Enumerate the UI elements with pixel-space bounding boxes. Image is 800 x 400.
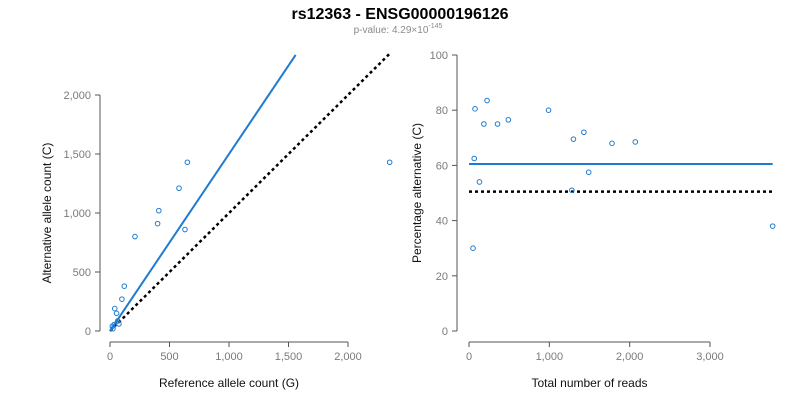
- data-point: [609, 140, 615, 147]
- data-points: [470, 97, 776, 251]
- data-point: [386, 159, 393, 166]
- data-point: [481, 121, 487, 127]
- y-tick-label: 1,000: [63, 208, 91, 220]
- x-tick-label: 0: [466, 351, 472, 363]
- data-point: [570, 136, 577, 142]
- data-point: [545, 107, 552, 113]
- x-axis: 0 1,000 2,000 3,000: [466, 341, 724, 363]
- y-axis: 0 500 1,000 1,500 2,000: [63, 90, 101, 338]
- reference-line: [109, 52, 391, 332]
- x-tick-label: 1,500: [275, 351, 303, 363]
- x-tick-label: 3,000: [696, 351, 724, 363]
- data-point: [155, 207, 162, 214]
- y-axis-label: Percentage alternative (C): [410, 123, 424, 263]
- data-point: [114, 318, 121, 324]
- y-tick-label: 2,000: [63, 90, 91, 102]
- y-axis: 0 20 40 60 80 100: [430, 50, 458, 338]
- y-tick-label: 20: [436, 271, 448, 283]
- data-point: [581, 129, 587, 136]
- data-point: [585, 169, 592, 176]
- y-tick-label: 1,500: [63, 149, 91, 161]
- y-tick-label: 60: [436, 160, 448, 172]
- x-tick-label: 2,000: [334, 351, 362, 363]
- y-tick-label: 0: [442, 326, 448, 338]
- fit-line: [109, 54, 297, 332]
- data-point: [176, 185, 182, 192]
- data-point: [113, 310, 120, 317]
- data-point: [505, 117, 512, 123]
- data-point: [472, 106, 478, 112]
- data-point: [476, 179, 483, 185]
- data-point: [121, 283, 128, 289]
- data-point: [470, 245, 476, 251]
- chart-title: rs12363 - ENSG00000196126: [291, 6, 508, 23]
- data-point: [471, 155, 478, 162]
- data-point: [132, 233, 138, 240]
- x-axis-label: Reference allele count (G): [159, 376, 299, 390]
- p-value-exponent: -145: [428, 23, 442, 30]
- data-point: [111, 305, 118, 312]
- data-point: [569, 187, 575, 194]
- p-value-base: 10: [417, 25, 429, 36]
- x-axis-label: Total number of reads: [531, 376, 647, 390]
- data-point: [494, 121, 501, 127]
- data-point: [116, 321, 122, 327]
- p-value-prefix: p-value: 4.29: [354, 25, 412, 36]
- x-axis: 0 500 1,000 1,500 2,000: [107, 341, 362, 363]
- x-tick-label: 500: [160, 351, 178, 363]
- x-tick-label: 1,000: [215, 351, 243, 363]
- data-points: [109, 159, 393, 332]
- y-tick-label: 40: [436, 216, 448, 228]
- data-point: [769, 223, 776, 229]
- x-tick-label: 1,000: [536, 351, 564, 363]
- panel-percentage-alternative: 0 1,000 2,000 3,000 0 20 40 60 80 100 Total number…: [410, 50, 776, 390]
- x-tick-label: 2,000: [616, 351, 644, 363]
- chart-subtitle: p-value: 4.29×10-145: [354, 23, 443, 36]
- x-tick-label: 0: [107, 351, 113, 363]
- times-symbol: ×: [411, 25, 417, 36]
- y-tick-label: 0: [85, 326, 91, 338]
- data-point: [119, 296, 125, 302]
- data-point: [632, 139, 639, 145]
- y-tick-label: 500: [73, 267, 91, 279]
- panel-allele-counts: 0 500 1,000 1,500 2,000 0 500 1,000 1,500 2,000 Re…: [40, 52, 393, 390]
- data-point: [484, 97, 490, 104]
- data-point: [154, 220, 161, 227]
- y-axis-label: Alternative allele count (C): [40, 143, 54, 284]
- y-tick-label: 80: [436, 105, 448, 117]
- data-point: [182, 226, 188, 233]
- data-point: [184, 159, 191, 166]
- y-tick-label: 100: [430, 50, 448, 62]
